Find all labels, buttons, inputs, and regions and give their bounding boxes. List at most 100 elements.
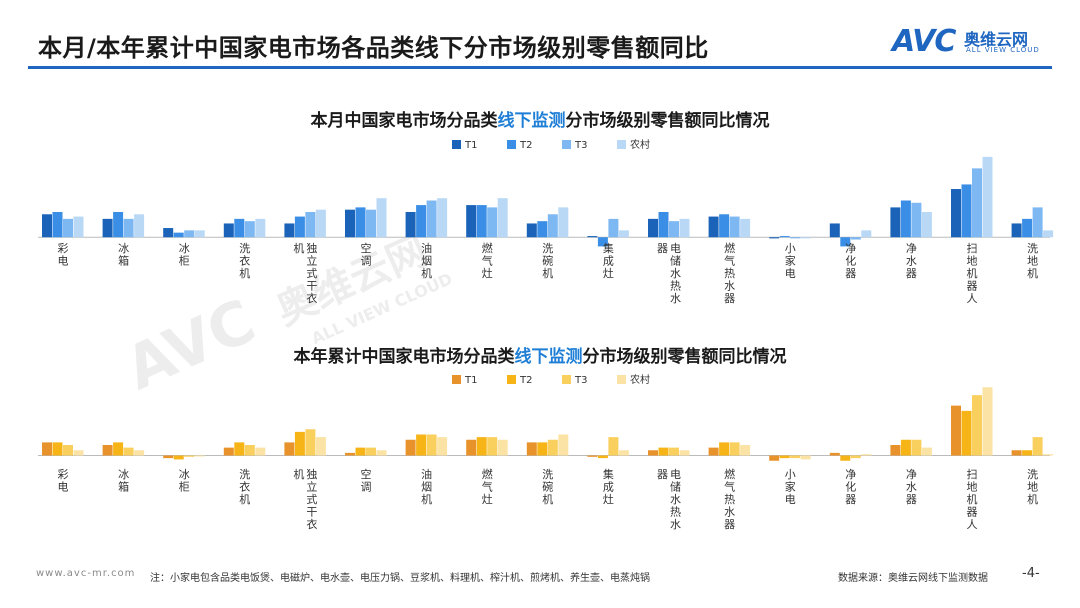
chart2-bar-独立式干衣机-T1 (284, 442, 295, 456)
chart2-legend-label-T2: T2 (519, 375, 532, 386)
chart1-bar-集成灶-农村 (618, 230, 629, 238)
chart1-bar-洗地机-T3 (1032, 207, 1043, 238)
chart2-category-label-空调: 空调 (361, 467, 372, 494)
chart2-bar-净化器-T1 (829, 452, 840, 456)
chart1-category-label-独立式干衣机: 机独立式干衣 (293, 241, 317, 305)
chart2-bar-空调-T3 (366, 447, 376, 456)
chart2-bar-集成灶-T1 (587, 455, 598, 457)
chart2-category-text: 彩电 (58, 468, 69, 494)
chart1-bar-空调-T2 (355, 207, 366, 238)
chart1-bar-独立式干衣机-T3 (305, 211, 316, 238)
chart2-category-text: 洗地机 (1027, 468, 1038, 506)
chart2-bar-扫地机器人-农村 (982, 387, 993, 456)
chart1-category-text: 燃气灶 (482, 241, 493, 280)
chart1-category-text: 独立式干衣 (306, 242, 317, 305)
logo-mark: AVC (892, 24, 956, 59)
chart1-category-text: 器 (657, 242, 668, 255)
chart1-bar-空调-T3 (366, 209, 376, 238)
chart2-bar-洗碗机-T1 (526, 442, 537, 456)
chart1-bar-空调-农村 (376, 198, 387, 238)
chart1-category-text: 净化器 (845, 241, 856, 280)
chart1-bar-净水器-T1 (890, 207, 901, 238)
chart2-category-text: 器 (657, 468, 668, 481)
chart1-bar-彩电-T3 (63, 218, 73, 238)
chart1-title-post: 分市场级别零售额同比情况 (565, 111, 770, 131)
chart2-category-text: 净化器 (845, 467, 856, 506)
chart2-category-text: 扫地机器人 (967, 468, 978, 531)
chart2-category-label-独立式干衣机: 机独立式干衣 (293, 467, 317, 531)
footer: www.avc-mr.com 注：小家电包含品类电饭煲、电磁炉、电水壶、电压力锅… (0, 566, 1080, 588)
chart1-bar-集成灶-T2 (597, 237, 608, 247)
chart1-bar-燃气热水器-农村 (740, 218, 751, 238)
chart2-title-pre: 本年累计中国家电市场分品类 (293, 347, 515, 367)
chart1-category-label-洗碗机: 洗碗机 (542, 242, 553, 280)
chart2-bar-燃气热水器-T2 (719, 442, 730, 456)
chart2-bar-冰柜-农村 (194, 455, 205, 457)
chart2-legend-swatch-T3 (562, 375, 571, 384)
chart1-category-text: 小家电 (785, 242, 796, 280)
chart1-bar-电储水热水器-T3 (669, 221, 679, 238)
chart1-category-label-油烟机: 油烟机 (421, 241, 432, 280)
chart1-bar-冰柜-T1 (163, 228, 174, 238)
chart2-bar-洗碗机-T2 (537, 442, 548, 456)
chart2-bar-彩电-T3 (63, 445, 73, 456)
chart1-bar-净化器-农村 (861, 230, 872, 238)
chart2-bar-洗衣机-T3 (244, 445, 255, 456)
chart1-bar-冰箱-T3 (123, 218, 134, 238)
chart2-bar-独立式干衣机-T3 (305, 429, 316, 456)
chart1-bar-彩电-T1 (42, 214, 52, 238)
chart2-legend-label-T1: T1 (464, 375, 477, 386)
chart1-title-pre: 本月中国家电市场分品类 (310, 111, 498, 131)
chart2-bar-扫地机器人-T2 (961, 410, 972, 456)
chart2-category-text: 洗碗机 (542, 468, 553, 506)
chart2-bar-小家电-农村 (800, 455, 811, 460)
chart2-bar-彩电-农村 (73, 450, 84, 456)
chart1-bar-燃气灶-T1 (466, 205, 477, 238)
chart2-bar-燃气热水器-T1 (708, 447, 719, 456)
chart1-bar-燃气热水器-T2 (719, 214, 730, 238)
footer-source: 数据来源：奥维云网线下监测数据 (838, 573, 988, 584)
chart2-bar-净水器-T1 (890, 445, 901, 456)
chart1-category-text: 洗碗机 (542, 242, 553, 280)
chart2-bar-彩电-T2 (52, 442, 63, 456)
chart1-category-label-洗衣机: 洗衣机 (239, 242, 250, 280)
chart2-category-label-洗地机: 洗地机 (1027, 468, 1038, 506)
chart1-bar-彩电-农村 (73, 216, 84, 238)
chart2-category-text: 空调 (361, 467, 372, 494)
chart1-category-label-净化器: 净化器 (845, 241, 856, 280)
chart1-category-text: 冰箱 (118, 242, 129, 268)
chart1-legend: T1 T2 T3 农村 (452, 138, 650, 151)
page-title: 本月/本年累计中国家电市场各品类线下分市场级别零售额同比 (38, 34, 709, 62)
chart2-bar-洗地机-T3 (1032, 437, 1043, 456)
chart1-legend-label-T1: T1 (464, 140, 477, 151)
chart1-category-text: 电储水热水 (670, 242, 681, 305)
chart2-title-post: 分市场级别零售额同比情况 (582, 347, 787, 367)
chart1-category-text: 燃气热水器 (724, 241, 735, 305)
chart1-bar-电储水热水器-T2 (658, 211, 669, 238)
chart1-bar-燃气灶-T2 (476, 205, 487, 238)
chart1-bar-扫地机器人-T1 (951, 189, 961, 238)
chart1-legend-label-T3: T3 (574, 140, 587, 151)
chart2-bar-洗衣机-T2 (234, 442, 245, 456)
chart2-bar-小家电-T2 (779, 455, 790, 459)
chart1-category-label-冰柜: 冰柜 (179, 242, 190, 268)
chart2-bar-燃气热水器-T3 (729, 442, 740, 456)
chart2-bar-燃气灶-T1 (466, 439, 477, 456)
chart1-bar-小家电-T1 (769, 237, 780, 239)
chart2-bar-燃气灶-农村 (497, 439, 508, 456)
footer-note: 注：小家电包含品类电饭煲、电磁炉、电水壶、电压力锅、豆浆机、料理机、榨汁机、煎烤… (150, 573, 650, 584)
chart2-bar-集成灶-T2 (597, 455, 608, 459)
chart1-legend-label-农村: 农村 (630, 138, 650, 151)
chart2-category-label-洗衣机: 洗衣机 (239, 468, 250, 506)
chart1-bar-净水器-T3 (911, 202, 922, 238)
chart2-bar-独立式干衣机-农村 (315, 437, 326, 456)
chart2-category-label-小家电: 小家电 (785, 468, 796, 506)
chart1-bar-洗衣机-T1 (223, 223, 234, 238)
chart1-category-label-净水器: 净水器 (906, 241, 917, 280)
chart2-bar-油烟机-T2 (416, 434, 427, 456)
chart1-bar-独立式干衣机-T1 (284, 223, 295, 238)
chart2-bar-净水器-T2 (900, 439, 911, 456)
chart2-legend-swatch-T1 (452, 375, 461, 384)
chart1-bar-扫地机器人-T2 (961, 184, 972, 238)
